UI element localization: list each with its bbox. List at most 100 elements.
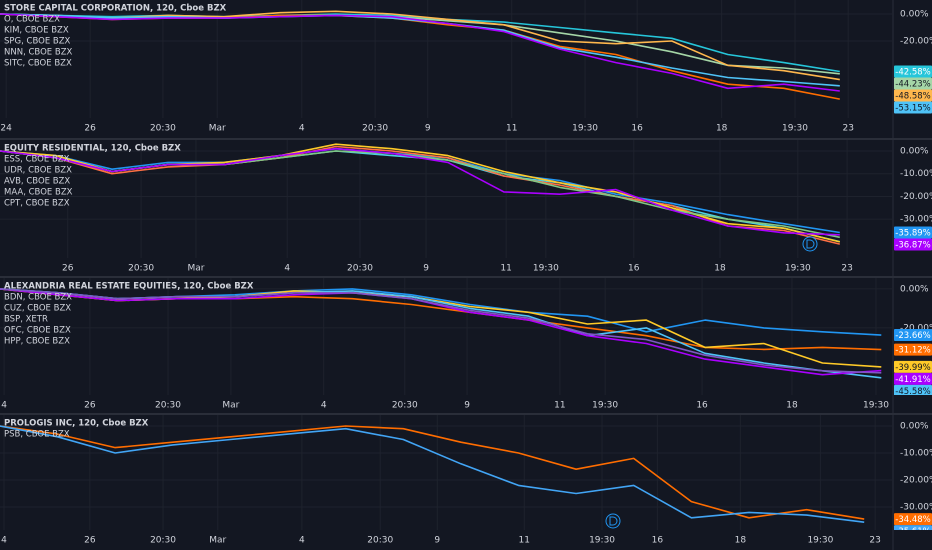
x-tick-label: 18 [786, 401, 798, 411]
price-label: -48.58% [895, 92, 930, 102]
plot [0, 10, 840, 100]
pane: 26 20:30 Mar 4 20:30 9 11 19:30 16 18 19:30 23 0.00%… [0, 140, 932, 274]
series-line [0, 288, 882, 374]
plot [0, 425, 865, 523]
dividend-marker [605, 513, 621, 529]
legend-entry: OFC, CBOE BZX [4, 326, 71, 336]
x-tick-label: 11 [500, 264, 511, 274]
x-tick-label: 4 [1, 401, 7, 411]
series-line [0, 288, 882, 376]
legend-entry: SPG, CBOE BZX [4, 37, 71, 47]
series-line [0, 425, 865, 523]
x-tick-label: 20:30 [362, 124, 388, 134]
x-tick-label: 4 [299, 536, 305, 546]
y-tick-label: -10.00% [900, 169, 932, 179]
x-tick-label: Mar [209, 124, 226, 134]
x-tick-label: 11 [519, 536, 530, 546]
x-tick-label: 9 [464, 401, 470, 411]
x-tick-label: 16 [631, 124, 643, 134]
x-tick-label: 19:30 [572, 124, 598, 134]
x-tick-label: 19:30 [782, 124, 808, 134]
y-tick-label: -20.00% [900, 192, 932, 202]
legend-entry: BSP, XETR [4, 315, 48, 325]
price-label: -34.48% [895, 515, 930, 525]
legend-entry: NNN, CBOE BZX [4, 48, 73, 58]
x-tick-label: Mar [209, 536, 226, 546]
x-tick-label: 26 [84, 401, 96, 411]
x-tick-label: 11 [554, 401, 565, 411]
y-tick-label: -20.00% [900, 476, 932, 486]
legend-entry: CUZ, CBOE BZX [4, 304, 71, 314]
series-line [0, 425, 865, 520]
x-tick-label: 19:30 [807, 536, 833, 546]
x-tick-label: 19:30 [785, 264, 811, 274]
price-label: -44.23% [895, 80, 930, 90]
x-tick-label: Mar [222, 401, 239, 411]
x-tick-label: 16 [628, 264, 640, 274]
x-tick-label: 20:30 [347, 264, 373, 274]
legend-entry: CPT, CBOE BZX [4, 199, 70, 209]
legend-entry: KIM, CBOE BZX [4, 26, 69, 36]
x-tick-label: 20:30 [392, 401, 418, 411]
legend-entry: HPP, CBOE BZX [4, 337, 70, 347]
x-tick-label: 19:30 [589, 536, 615, 546]
price-labels: -34.48% -35.61% [894, 513, 932, 530]
y-tick-label: -10.00% [900, 449, 932, 459]
x-tick-label: 18 [714, 264, 726, 274]
price-label-bg [894, 101, 932, 114]
x-tick-label: 9 [434, 536, 440, 546]
x-tick-label: 18 [735, 536, 747, 546]
price-label: -36.87% [895, 241, 930, 251]
x-tick-label: 19:30 [533, 264, 559, 274]
legend-entry: PROLOGIS INC, 120, Cboe BZX [4, 419, 149, 429]
legend-entry: ALEXANDRIA REAL ESTATE EQUITIES, 120, Cb… [4, 282, 254, 292]
x-tick-label: 9 [425, 124, 431, 134]
price-label: -23.66% [895, 331, 930, 341]
legend-entry: PSB, CBOE BZX [4, 430, 70, 440]
x-tick-label: 19:30 [863, 401, 889, 411]
legend-entry: BDN, CBOE BZX [4, 293, 72, 303]
price-labels: -35.89% -36.87% [894, 226, 932, 251]
price-label: -41.91% [895, 375, 930, 385]
price-label-bg [894, 89, 932, 102]
x-tick-label: 20:30 [150, 124, 176, 134]
pane: 4 26 20:30 Mar 4 20:30 9 11 19:30 16 18 19:30 23 0.00… [0, 415, 932, 546]
y-tick-label: 0.00% [900, 147, 929, 157]
price-label: -53.15% [895, 104, 930, 114]
legend-entry: O, CBOE BZX [4, 15, 60, 25]
price-label-bg [894, 343, 932, 356]
price-label-bg [894, 65, 932, 78]
x-tick-label: 4 [321, 401, 327, 411]
x-tick-label: 26 [84, 124, 96, 134]
legend-entry: AVB, CBOE BZX [4, 177, 70, 187]
x-tick-label: 23 [869, 536, 880, 546]
series-line [0, 13, 840, 92]
price-label: -31.12% [895, 346, 930, 356]
price-label: -42.58% [895, 68, 930, 78]
series-line [0, 147, 840, 236]
legend-entry: UDR, CBOE BZX [4, 166, 72, 176]
price-label-bg [894, 525, 932, 530]
price-label-bg [894, 360, 932, 373]
price-label: -35.89% [895, 229, 930, 239]
y-tick-label: -20.00% [900, 37, 932, 47]
x-tick-label: 20:30 [150, 536, 176, 546]
x-tick-label: 16 [652, 536, 664, 546]
y-tick-label: -20.00% [900, 323, 932, 333]
x-tick-label: 4 [284, 264, 290, 274]
dividend-marker [802, 236, 818, 252]
legend-entry: SITC, CBOE BZX [4, 59, 72, 69]
price-label-bg [894, 329, 932, 342]
series-line [0, 147, 840, 234]
pane: 24 26 20:30 Mar 4 20:30 9 11 19:30 16 18 19:30 23 0.0… [0, 0, 932, 134]
plot [0, 143, 840, 245]
y-tick-label: 0.00% [900, 284, 929, 294]
x-tick-label: 24 [0, 124, 12, 134]
x-tick-label: 9 [423, 264, 429, 274]
price-label: -39.99% [895, 363, 930, 373]
x-tick-label: 20:30 [155, 401, 181, 411]
legend-entry: MAA, CBOE BZX [4, 188, 73, 198]
legend-entry: ESS, CBOE BZX [4, 155, 70, 165]
